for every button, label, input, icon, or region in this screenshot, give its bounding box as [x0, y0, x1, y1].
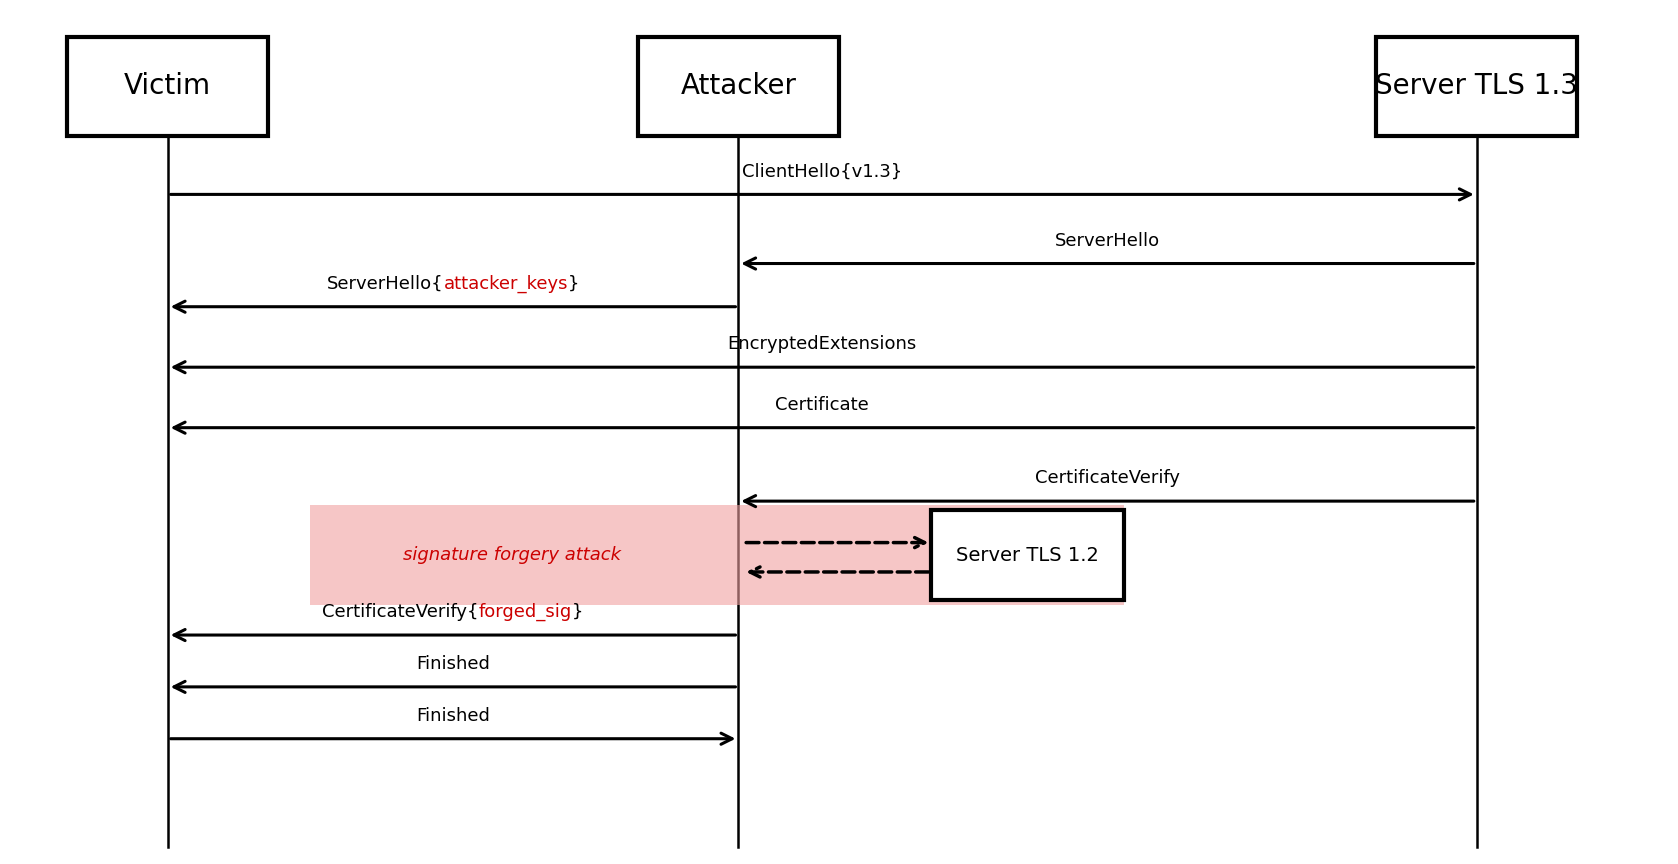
Bar: [931, 510, 1124, 600]
Text: Victim: Victim: [124, 73, 211, 100]
Bar: [67, 36, 268, 136]
Text: Finished: Finished: [416, 655, 490, 673]
Text: CertificateVerify: CertificateVerify: [1035, 469, 1180, 487]
Bar: [1376, 36, 1577, 136]
Text: Finished: Finished: [416, 707, 490, 725]
Text: }: }: [567, 275, 579, 293]
Text: forged_sig: forged_sig: [478, 603, 572, 621]
Text: CertificateVerify{: CertificateVerify{: [322, 603, 478, 621]
Text: Attacker: Attacker: [680, 73, 797, 100]
Text: Server TLS 1.2: Server TLS 1.2: [956, 546, 1099, 564]
Text: }: }: [572, 603, 584, 621]
Text: ClientHello{v1.3}: ClientHello{v1.3}: [742, 162, 903, 181]
Bar: [310, 505, 1124, 605]
Text: ServerHello: ServerHello: [1055, 232, 1159, 250]
Text: Server TLS 1.3: Server TLS 1.3: [1376, 73, 1577, 100]
Text: Certificate: Certificate: [775, 396, 869, 414]
Bar: [638, 36, 839, 136]
Text: attacker_keys: attacker_keys: [443, 275, 567, 293]
Text: ServerHello{: ServerHello{: [327, 275, 443, 293]
Text: signature forgery attack: signature forgery attack: [403, 546, 621, 563]
Text: EncryptedExtensions: EncryptedExtensions: [728, 335, 916, 353]
